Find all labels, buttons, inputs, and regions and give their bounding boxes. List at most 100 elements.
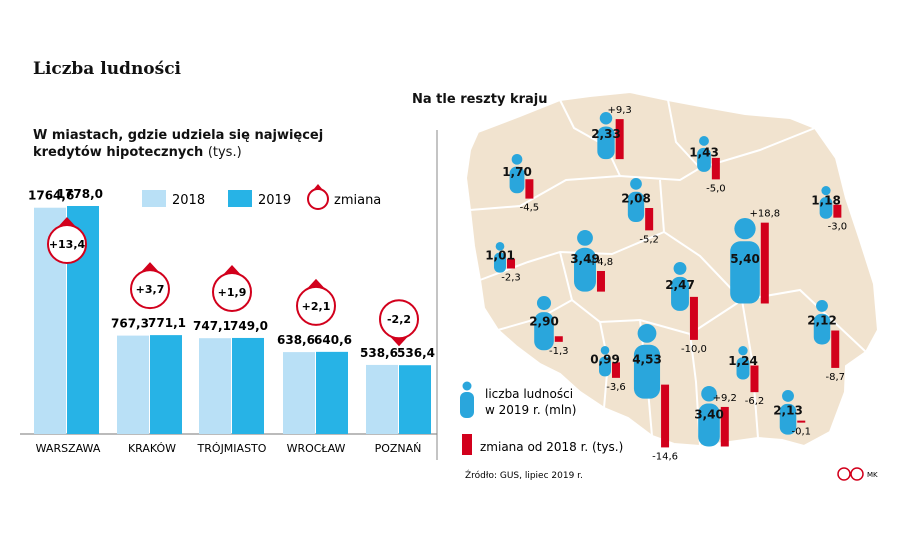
population-value-12: 4,53 bbox=[632, 353, 662, 367]
left-chart-subtitle: W miastach, gdzie udziela się najwięcej … bbox=[33, 127, 363, 161]
change-bar-10 bbox=[831, 330, 840, 368]
population-value-5: 1,01 bbox=[485, 249, 515, 263]
person-head-10 bbox=[816, 300, 828, 312]
change-value-15: -0,1 bbox=[792, 427, 812, 438]
person-body-11 bbox=[599, 356, 611, 377]
population-value-0: 2,33 bbox=[591, 127, 621, 141]
person-body-10 bbox=[813, 313, 831, 345]
person-body-9 bbox=[534, 312, 554, 351]
person-body-2 bbox=[697, 147, 711, 172]
legend-person-head bbox=[462, 381, 472, 391]
category-label-1: KRAKÓW bbox=[128, 442, 176, 455]
person-head-5 bbox=[495, 242, 505, 251]
person-body-4 bbox=[819, 197, 833, 219]
bar-2018-3 bbox=[283, 352, 315, 434]
population-value-3: 2,08 bbox=[621, 191, 651, 205]
population-value-13: 1,24 bbox=[728, 354, 758, 368]
change-value-0: +9,3 bbox=[608, 105, 632, 116]
change-value-2: -5,0 bbox=[706, 183, 726, 194]
change-bar-1 bbox=[525, 179, 534, 199]
label-2019-3: 640,6 bbox=[314, 333, 352, 347]
bar-2019-1 bbox=[150, 335, 182, 434]
person-head-12 bbox=[637, 324, 657, 343]
legend-swatch-2019 bbox=[228, 190, 252, 207]
population-value-2: 1,43 bbox=[689, 145, 719, 159]
voivodeship-borders bbox=[469, 99, 867, 447]
change-badge-3 bbox=[296, 285, 336, 326]
border-11 bbox=[741, 299, 759, 439]
person-head-11 bbox=[600, 346, 610, 355]
copyright-c-icon bbox=[837, 467, 851, 481]
change-value-10: -8,7 bbox=[825, 372, 845, 383]
person-head-15 bbox=[782, 390, 794, 402]
population-value-6: 3,49 bbox=[570, 252, 600, 266]
change-bar-11 bbox=[611, 362, 620, 378]
change-label-1: +3,7 bbox=[136, 283, 165, 296]
person-head-7 bbox=[734, 218, 756, 240]
change-value-4: -3,0 bbox=[828, 222, 848, 233]
legend-person-icon bbox=[460, 381, 474, 418]
legend-population-label-2: w 2019 r. (mln) bbox=[485, 403, 576, 417]
change-bar-7 bbox=[760, 222, 769, 304]
change-bar-4 bbox=[833, 204, 842, 218]
copyright-p-icon bbox=[850, 467, 864, 481]
person-head-3 bbox=[630, 178, 642, 190]
legend-population-label-1: liczba ludności bbox=[485, 387, 573, 401]
change-bar-2 bbox=[711, 157, 720, 180]
population-value-9: 2,90 bbox=[529, 314, 559, 328]
map-title: Na tle reszty kraju bbox=[412, 92, 548, 107]
source-note: Źródło: GUS, lipiec 2019 r. bbox=[465, 469, 583, 481]
category-label-3: WROCŁAW bbox=[287, 442, 346, 455]
poland-map bbox=[464, 90, 880, 448]
border-3 bbox=[469, 127, 816, 211]
population-value-1: 1,70 bbox=[502, 165, 532, 179]
label-2018-0: 1764,6 bbox=[28, 189, 74, 203]
person-body-7 bbox=[730, 241, 760, 304]
bar-2018-4 bbox=[366, 364, 398, 434]
person-body-8 bbox=[671, 276, 689, 311]
person-head-6 bbox=[577, 230, 593, 246]
change-badge-0 bbox=[47, 224, 87, 264]
change-bar-12 bbox=[661, 384, 670, 448]
change-bar-14 bbox=[720, 406, 729, 447]
left-subtitle-unit: (tys.) bbox=[207, 145, 242, 160]
change-label-0: +13,4 bbox=[49, 238, 86, 251]
person-head-9 bbox=[536, 296, 552, 311]
bar-2018-2 bbox=[199, 338, 231, 434]
bar-2018-1 bbox=[117, 335, 149, 434]
change-bar-15 bbox=[797, 420, 806, 423]
legend-change-label: zmiana od 2018 r. (tys.) bbox=[480, 440, 623, 454]
border-4 bbox=[659, 179, 867, 353]
bar-2019-2 bbox=[232, 337, 264, 434]
population-value-7: 5,40 bbox=[730, 252, 760, 266]
change-value-5: -2,3 bbox=[501, 273, 521, 284]
change-bar-13 bbox=[750, 365, 759, 393]
change-label-4: -2,2 bbox=[387, 313, 411, 326]
label-2018-4: 538,6 bbox=[360, 346, 398, 360]
change-bar-0 bbox=[615, 119, 624, 160]
map-legend: liczba ludności w 2019 r. (mln) zmiana o… bbox=[460, 381, 878, 481]
change-value-1: -4,5 bbox=[520, 203, 540, 214]
person-head-2 bbox=[699, 136, 709, 146]
change-label-3: +2,1 bbox=[302, 300, 331, 313]
person-body-13 bbox=[736, 357, 750, 380]
legend-change-arrow bbox=[313, 184, 323, 190]
population-value-11: 0,99 bbox=[590, 353, 620, 367]
map-markers-layer: +9,3 2,33 -4,5 1,70 -5,0 1,43 -5,2 2,08 -3,0 1,18… bbox=[485, 105, 847, 462]
label-2019-1: 771,1 bbox=[148, 316, 186, 330]
change-label-2: +1,9 bbox=[218, 286, 247, 299]
change-badge-1 bbox=[130, 269, 170, 310]
person-head-8 bbox=[673, 262, 687, 275]
page-title: Liczba ludności bbox=[33, 59, 182, 79]
change-value-9: -1,3 bbox=[549, 346, 569, 357]
change-value-11: -3,6 bbox=[606, 382, 626, 393]
population-value-14: 3,40 bbox=[694, 408, 724, 422]
legend-label-2019: 2019 bbox=[258, 193, 291, 208]
change-badge-2 bbox=[212, 271, 252, 312]
person-body-15 bbox=[779, 403, 797, 435]
person-head-13 bbox=[738, 346, 748, 356]
person-body-1 bbox=[509, 166, 525, 194]
person-body-0 bbox=[597, 126, 615, 160]
